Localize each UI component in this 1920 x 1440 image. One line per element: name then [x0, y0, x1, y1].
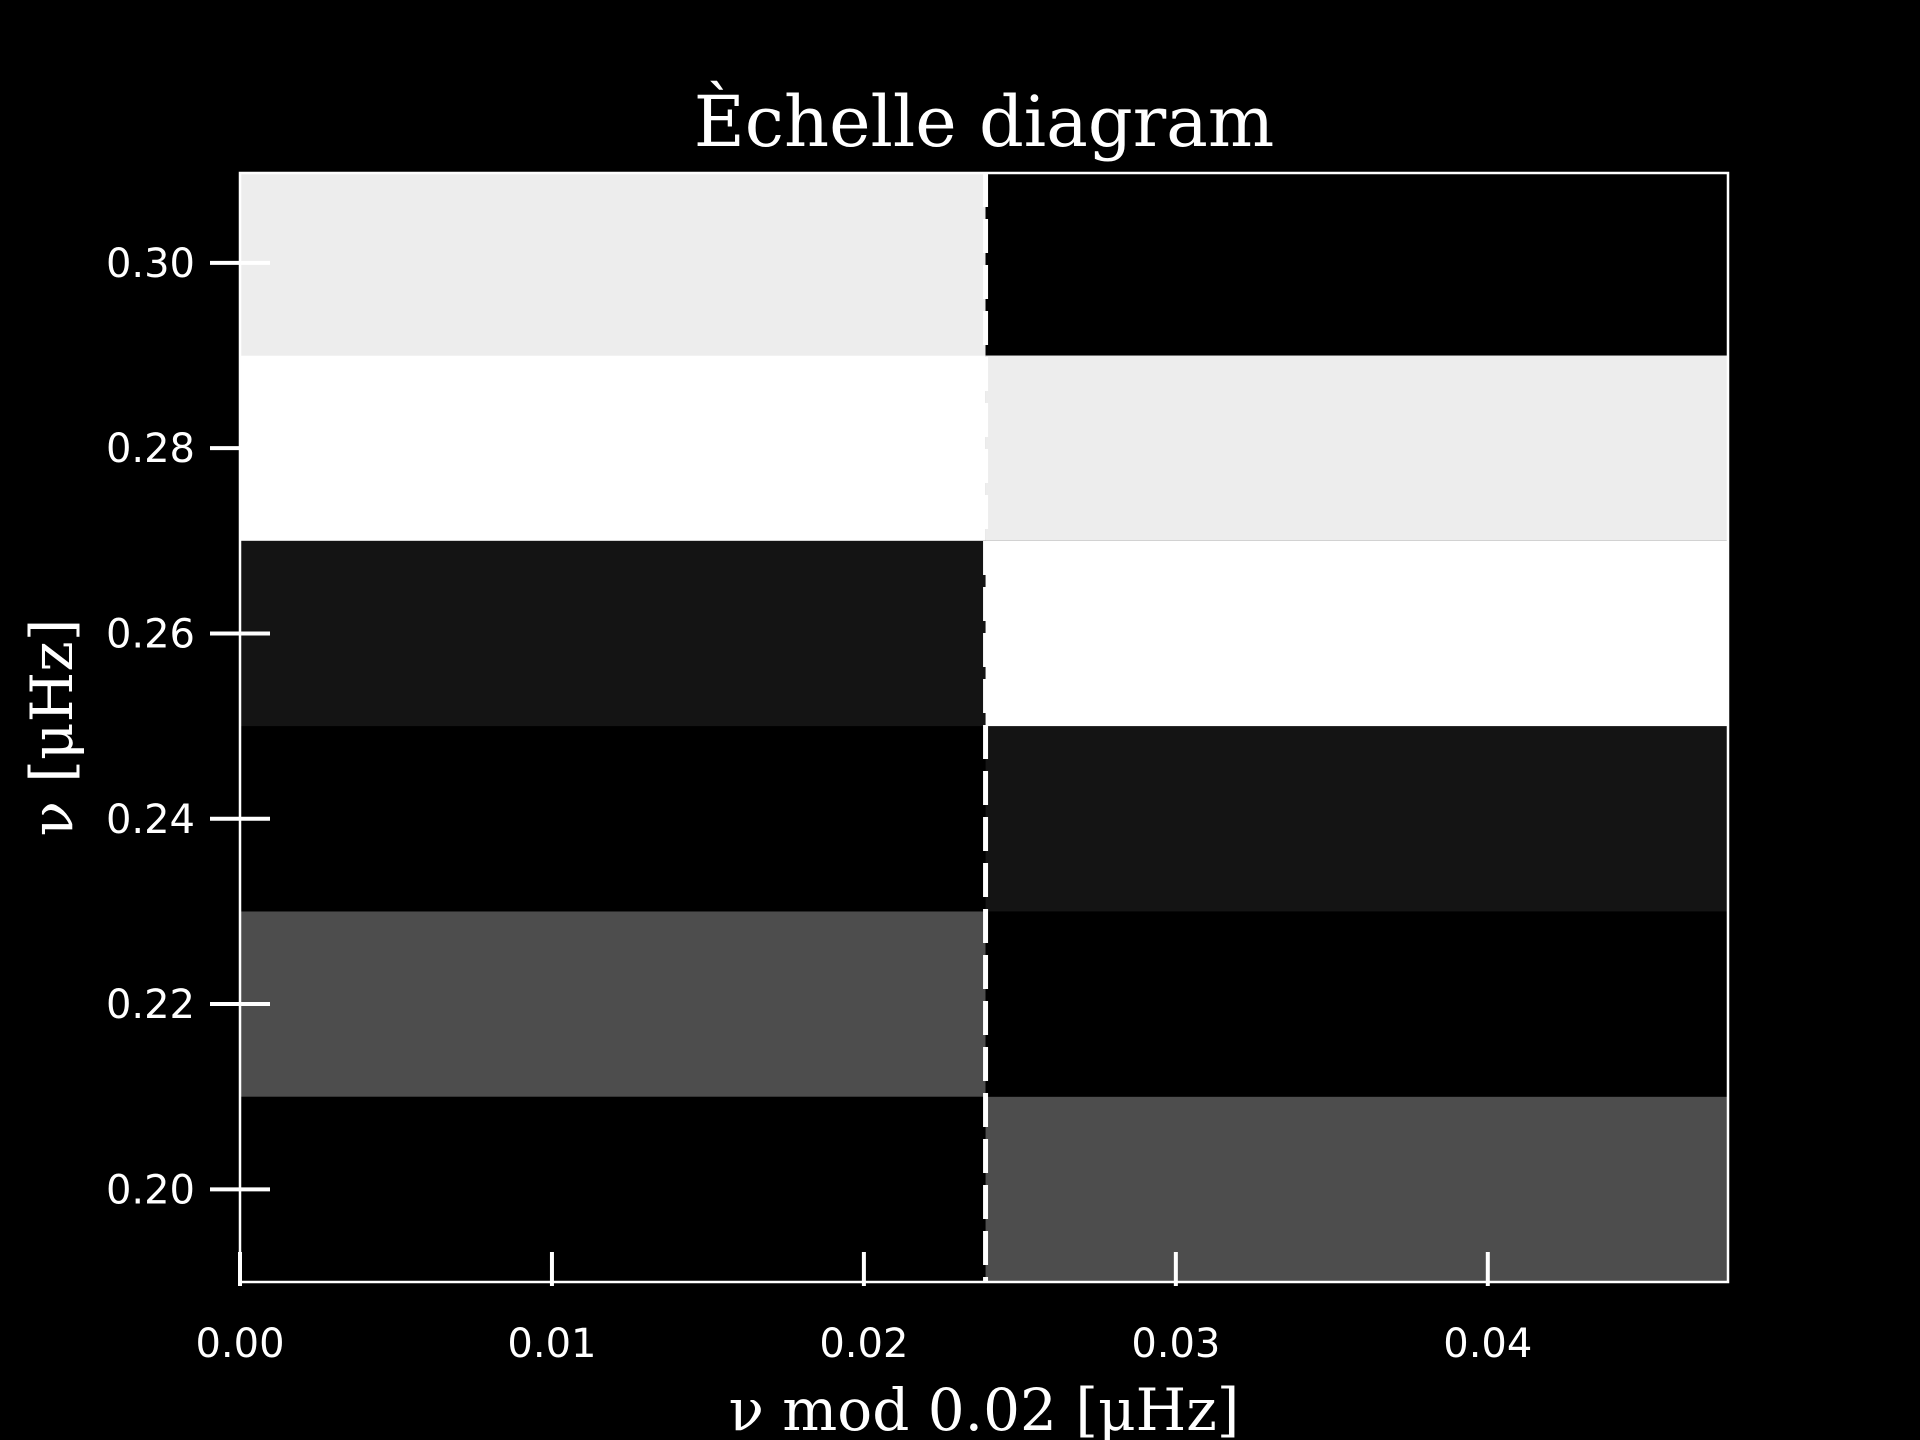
- y-tick-label: 0.26: [106, 611, 195, 657]
- heatmap-cell: [240, 540, 986, 727]
- chart-title: Èchelle diagram: [694, 81, 1275, 163]
- x-axis: 0.00 0.01 0.02 0.03 0.04: [195, 1252, 1532, 1367]
- heatmap-cell: [985, 540, 1728, 727]
- x-tick-label: 0.01: [507, 1321, 596, 1367]
- y-axis: 0.20 0.22 0.24 0.26 0.28 0.30: [106, 241, 270, 1213]
- y-tick-label: 0.22: [106, 982, 195, 1028]
- heatmap-cell: [240, 173, 986, 356]
- heatmap-cell: [985, 355, 1728, 541]
- heatmap-cell: [985, 173, 1728, 356]
- y-tick-label: 0.28: [106, 426, 195, 472]
- heatmap-cell: [985, 911, 1728, 1097]
- x-tick-label: 0.00: [195, 1321, 284, 1367]
- x-tick-label: 0.04: [1443, 1321, 1532, 1367]
- x-tick-label: 0.03: [1131, 1321, 1220, 1367]
- y-tick-label: 0.24: [106, 797, 195, 843]
- x-axis-label: ν mod 0.02 [μHz]: [729, 1376, 1240, 1440]
- heatmap-cell: [240, 726, 986, 912]
- y-axis-label: ν [μHz]: [18, 619, 86, 837]
- heatmap-cells: [240, 173, 1728, 1282]
- x-tick-label: 0.02: [819, 1321, 908, 1367]
- y-tick-label: 0.30: [106, 241, 195, 287]
- heatmap-cell: [240, 911, 986, 1097]
- heatmap-cell: [985, 1096, 1728, 1282]
- heatmap-cell: [985, 726, 1728, 912]
- y-tick-label: 0.20: [106, 1167, 195, 1213]
- heatmap-cell: [240, 355, 986, 541]
- heatmap-cell: [240, 1096, 986, 1282]
- plot-frame: [238, 171, 1730, 1284]
